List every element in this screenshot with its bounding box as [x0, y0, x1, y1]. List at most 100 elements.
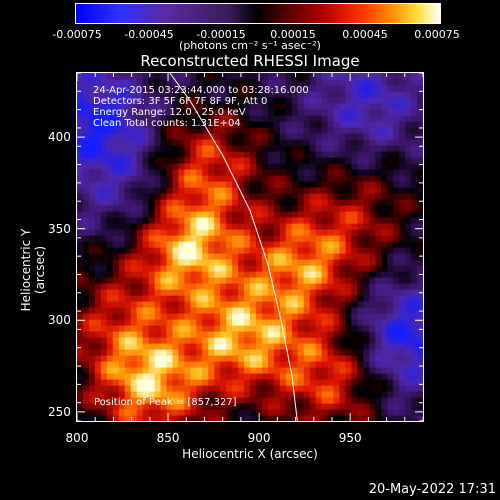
heatmap-cell	[321, 241, 329, 248]
heatmap-cell	[309, 391, 317, 398]
heatmap-cell	[208, 235, 215, 242]
heatmap-cell	[136, 109, 144, 116]
heatmap-cell	[124, 283, 132, 290]
heatmap-cell	[112, 73, 120, 80]
heatmap-cell	[339, 307, 347, 314]
heatmap-cell	[124, 223, 132, 230]
heatmap-cell	[238, 211, 245, 218]
heatmap-cell	[267, 361, 275, 368]
heatmap-cell	[351, 103, 358, 110]
heatmap-cell	[148, 241, 156, 248]
heatmap-cell	[255, 127, 263, 134]
heatmap-cell	[255, 409, 263, 416]
heatmap-cell	[154, 211, 162, 218]
heatmap-cell	[387, 127, 394, 134]
heatmap-cell	[202, 127, 209, 134]
heatmap-cell	[363, 259, 370, 266]
heatmap-cell	[77, 265, 84, 272]
heatmap-cell	[244, 265, 251, 272]
heatmap-cell	[112, 175, 120, 182]
heatmap-cell	[417, 247, 423, 254]
heatmap-cell	[285, 271, 293, 278]
heatmap-cell	[375, 91, 382, 98]
heatmap-cell	[172, 349, 180, 356]
heatmap-cell	[393, 145, 400, 152]
heatmap-cell	[220, 157, 227, 164]
heatmap-cell	[226, 397, 233, 404]
heatmap-cell	[291, 283, 299, 290]
heatmap-cell	[184, 109, 191, 116]
heatmap-cell	[345, 301, 353, 308]
heatmap-cell	[351, 121, 358, 128]
heatmap-cell	[172, 337, 180, 344]
heatmap-cell	[238, 253, 245, 260]
heatmap-cell	[166, 253, 174, 260]
heatmap-cell	[327, 193, 335, 200]
heatmap-cell	[333, 163, 341, 170]
heatmap-cell	[261, 247, 269, 254]
heatmap-cell	[315, 331, 323, 338]
heatmap-cell	[208, 121, 215, 128]
heatmap-cell	[184, 193, 191, 200]
heatmap-cell	[226, 247, 233, 254]
heatmap-cell	[363, 373, 370, 380]
heatmap-cell	[136, 301, 144, 308]
heatmap-cell	[363, 223, 370, 230]
heatmap-cell	[148, 319, 156, 326]
heatmap-cell	[202, 247, 209, 254]
heatmap-cell	[154, 127, 162, 134]
heatmap-cell	[417, 313, 423, 320]
heatmap-cell	[160, 295, 168, 302]
heatmap-cell	[321, 181, 329, 188]
heatmap-cell	[303, 193, 311, 200]
heatmap-cell	[351, 169, 358, 176]
heatmap-cell	[130, 277, 138, 284]
heatmap-cell	[88, 343, 96, 350]
heatmap-cell	[411, 247, 418, 254]
heatmap-cell	[88, 187, 96, 194]
heatmap-cell	[142, 355, 150, 362]
heatmap-cell	[273, 217, 281, 224]
heatmap-cell	[118, 265, 126, 272]
heatmap-cell	[154, 319, 162, 326]
heatmap-cell	[202, 97, 209, 104]
heatmap-cell	[309, 415, 317, 421]
heatmap-cell	[381, 379, 388, 386]
heatmap-cell	[375, 151, 382, 158]
heatmap-cell	[214, 283, 221, 290]
heatmap-cell	[345, 379, 353, 386]
heatmap-cell	[214, 415, 221, 421]
heatmap-cell	[220, 229, 227, 236]
heatmap-cell	[232, 97, 239, 104]
heatmap-cell	[118, 367, 126, 374]
heatmap-cell	[357, 217, 364, 224]
heatmap-cell	[112, 307, 120, 314]
heatmap-cell	[196, 223, 203, 230]
heatmap-cell	[112, 145, 120, 152]
heatmap-cell	[315, 403, 323, 410]
heatmap-cell	[160, 391, 168, 398]
heatmap-cell	[255, 343, 263, 350]
heatmap-cell	[154, 367, 162, 374]
heatmap-cell	[321, 391, 329, 398]
heatmap-cell	[106, 319, 114, 326]
heatmap-cell	[399, 109, 406, 116]
heatmap-cell	[417, 355, 423, 362]
heatmap-cell	[285, 343, 293, 350]
heatmap-cell	[285, 157, 293, 164]
heatmap-cell	[112, 217, 120, 224]
heatmap-cell	[309, 217, 317, 224]
heatmap-cell	[363, 367, 370, 374]
heatmap-cell	[244, 127, 251, 134]
heatmap-cell	[250, 187, 257, 194]
heatmap-cell	[160, 193, 168, 200]
heatmap-cell	[124, 271, 132, 278]
heatmap-cell	[363, 91, 370, 98]
heatmap-cell	[285, 247, 293, 254]
heatmap-cell	[405, 331, 412, 338]
heatmap-cell	[166, 289, 174, 296]
heatmap-cell	[220, 379, 227, 386]
heatmap-cell	[226, 151, 233, 158]
heatmap-cell	[321, 343, 329, 350]
heatmap-cell	[226, 229, 233, 236]
